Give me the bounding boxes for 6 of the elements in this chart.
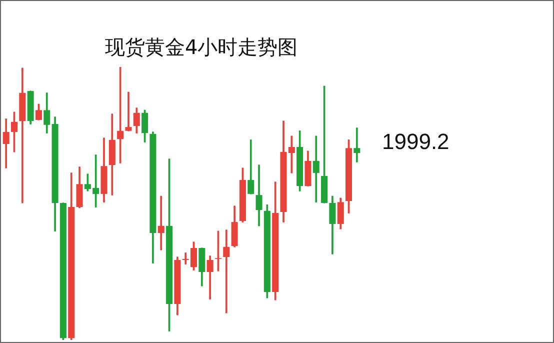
text: 1999.2 [382,129,450,155]
candlestick [223,230,230,314]
candlestick [158,196,164,250]
candlestick [354,128,360,162]
chart-title: 现货黄金4小时走势图 [105,34,298,61]
candlestick [125,92,132,132]
